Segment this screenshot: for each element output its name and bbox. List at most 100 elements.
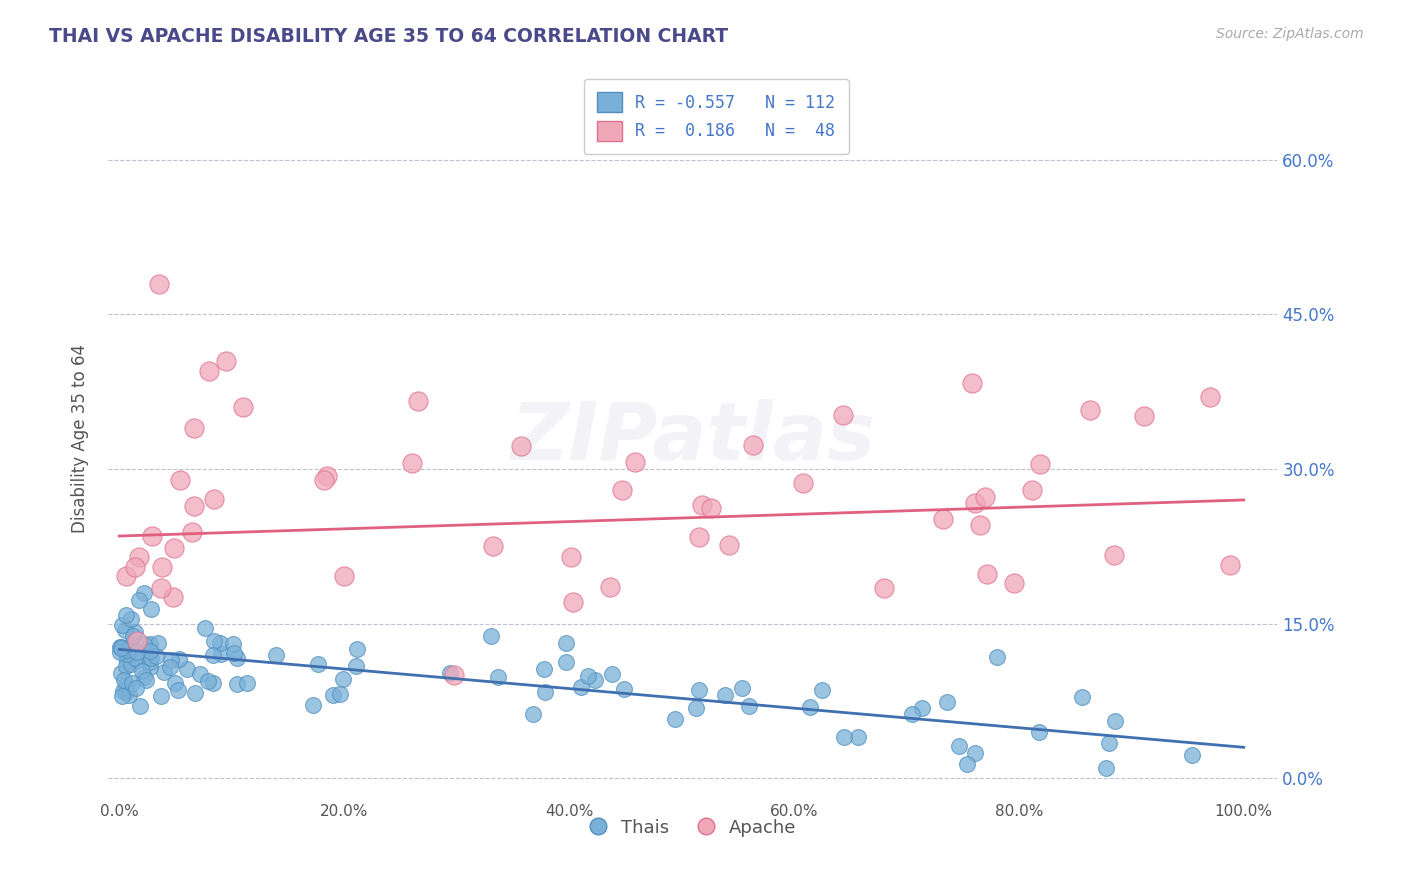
Point — [163, 541, 186, 555]
Point — [332, 673, 354, 687]
Point — [226, 677, 249, 691]
Point — [127, 645, 149, 659]
Point — [901, 707, 924, 722]
Point — [139, 651, 162, 665]
Point — [124, 650, 146, 665]
Point — [792, 475, 814, 490]
Point — [799, 700, 821, 714]
Point — [846, 731, 869, 745]
Point — [986, 649, 1008, 664]
Point — [115, 647, 138, 661]
Point — [935, 694, 957, 708]
Point — [202, 492, 225, 507]
Point — [232, 401, 254, 415]
Point — [533, 662, 555, 676]
Point — [222, 647, 245, 661]
Point — [1181, 747, 1204, 762]
Point — [145, 648, 167, 663]
Point — [163, 675, 186, 690]
Point — [948, 739, 970, 753]
Point — [110, 640, 132, 654]
Point — [741, 437, 763, 451]
Point — [128, 698, 150, 713]
Point — [439, 665, 461, 680]
Y-axis label: Disability Age 35 to 64: Disability Age 35 to 64 — [72, 343, 89, 533]
Text: THAI VS APACHE DISABILITY AGE 35 TO 64 CORRELATION CHART: THAI VS APACHE DISABILITY AGE 35 TO 64 C… — [49, 27, 728, 45]
Point — [121, 676, 143, 690]
Point — [169, 652, 191, 666]
Point — [141, 601, 163, 615]
Point — [307, 657, 329, 672]
Point — [1133, 409, 1156, 424]
Point — [202, 634, 225, 648]
Point — [128, 550, 150, 565]
Point — [108, 640, 131, 654]
Point — [561, 595, 583, 609]
Point — [731, 681, 754, 695]
Point — [554, 655, 576, 669]
Legend: Thais, Apache: Thais, Apache — [582, 812, 804, 844]
Point — [1071, 690, 1094, 704]
Point — [834, 730, 856, 744]
Point — [121, 657, 143, 672]
Point — [443, 668, 465, 682]
Point — [301, 698, 323, 712]
Point — [688, 683, 710, 698]
Point — [160, 652, 183, 666]
Point — [333, 569, 356, 583]
Point — [115, 568, 138, 582]
Point — [114, 678, 136, 692]
Point — [810, 683, 832, 698]
Point — [183, 499, 205, 513]
Point — [127, 634, 149, 648]
Point — [329, 687, 352, 701]
Point — [1002, 576, 1025, 591]
Point — [167, 683, 190, 698]
Point — [610, 483, 633, 497]
Point — [139, 637, 162, 651]
Point — [201, 676, 224, 690]
Point — [162, 591, 184, 605]
Point — [600, 667, 623, 681]
Point — [699, 500, 721, 515]
Point — [131, 664, 153, 678]
Point — [560, 549, 582, 564]
Point — [226, 650, 249, 665]
Point — [135, 673, 157, 688]
Point — [315, 469, 337, 483]
Point — [522, 706, 544, 721]
Point — [149, 689, 172, 703]
Point — [479, 629, 502, 643]
Point — [114, 646, 136, 660]
Point — [197, 674, 219, 689]
Point — [169, 473, 191, 487]
Point — [1199, 390, 1222, 404]
Point — [117, 654, 139, 668]
Point — [1098, 736, 1121, 750]
Point — [623, 455, 645, 469]
Point — [111, 684, 134, 698]
Point — [583, 673, 606, 688]
Point — [124, 625, 146, 640]
Point — [148, 277, 170, 291]
Point — [184, 685, 207, 699]
Point — [111, 690, 134, 704]
Point — [236, 675, 259, 690]
Point — [188, 667, 211, 681]
Point — [974, 490, 997, 504]
Point — [115, 684, 138, 698]
Point — [322, 688, 344, 702]
Point — [664, 712, 686, 726]
Point — [110, 665, 132, 680]
Point — [150, 560, 173, 574]
Point — [976, 566, 998, 581]
Point — [932, 512, 955, 526]
Point — [873, 581, 896, 595]
Text: ZIPatlas: ZIPatlas — [510, 399, 875, 477]
Point — [110, 618, 132, 632]
Point — [685, 701, 707, 715]
Point — [125, 681, 148, 695]
Point — [121, 628, 143, 642]
Point — [124, 560, 146, 574]
Point — [555, 636, 578, 650]
